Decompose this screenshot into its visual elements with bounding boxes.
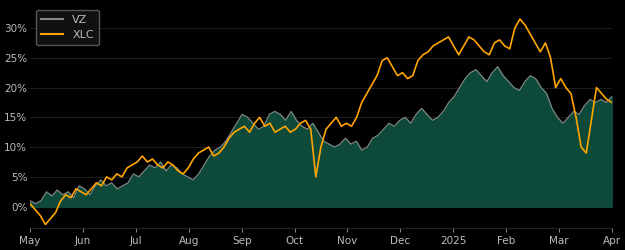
Legend: VZ, XLC: VZ, XLC [36,10,99,45]
